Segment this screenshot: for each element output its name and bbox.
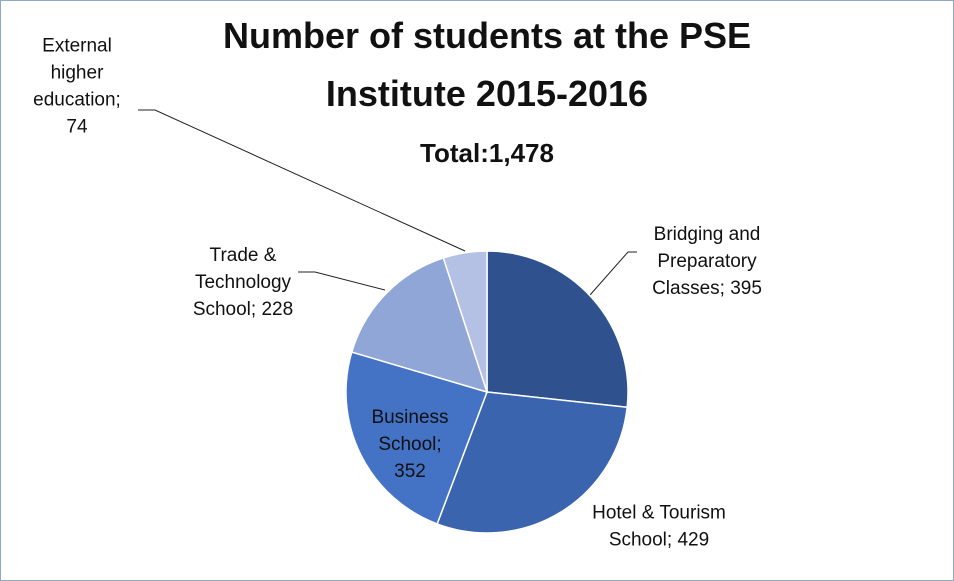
leader-line — [298, 271, 386, 291]
leader-line — [138, 109, 466, 252]
pie-slice — [436, 391, 628, 534]
leader-line — [589, 251, 637, 296]
data-label: Hotel & Tourism School; 429 — [592, 503, 726, 551]
pie-slice — [345, 351, 488, 525]
data-label: Trade & Technology School; 228 — [193, 245, 293, 320]
chart-title: Number of students at the PSE Institute 2… — [223, 15, 751, 114]
data-label: Bridging and Preparatory Classes; 395 — [652, 224, 762, 299]
data-label: Business School; 352 — [371, 407, 448, 482]
chart-subtitle: Total:1,478 — [420, 138, 554, 168]
pie-slice — [486, 250, 629, 409]
pie-slice — [350, 256, 489, 394]
data-label: External higher education; 74 — [33, 36, 121, 138]
pie-slice — [442, 250, 488, 393]
